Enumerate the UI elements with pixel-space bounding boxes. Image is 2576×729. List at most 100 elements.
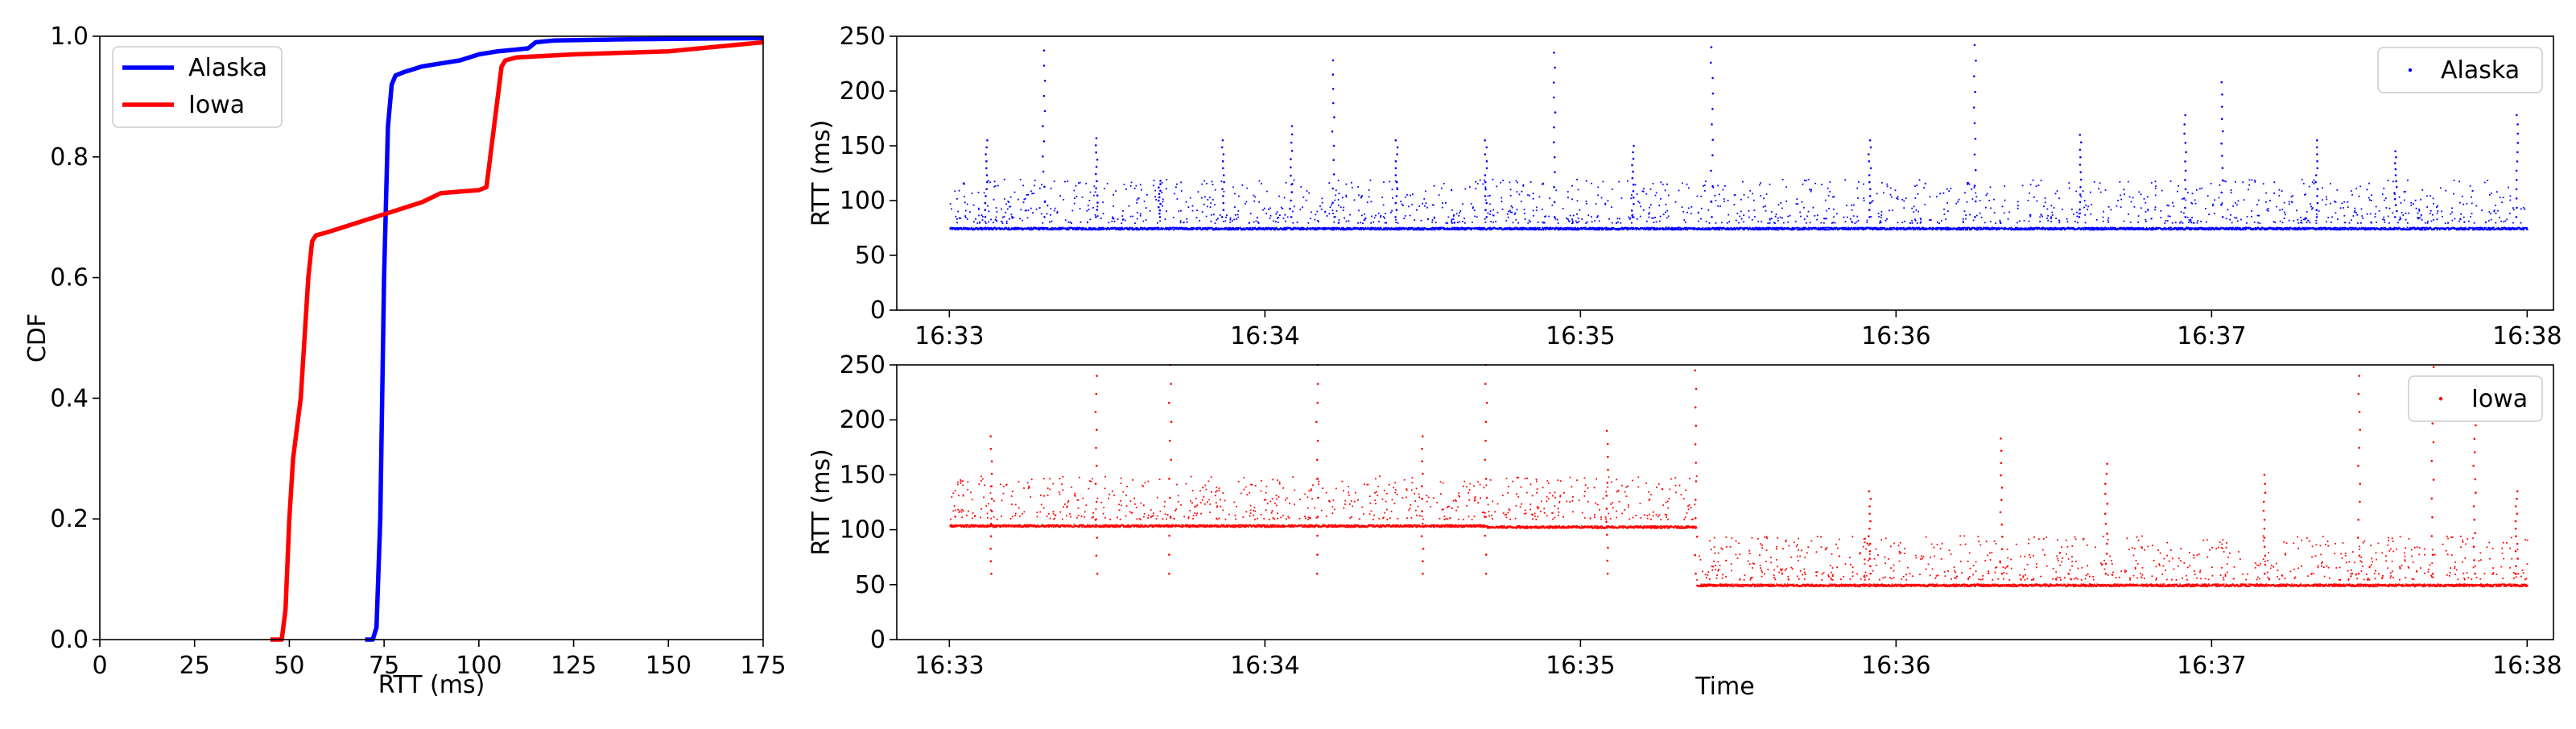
iowa-timeseries-spike-point <box>2515 565 2517 568</box>
alaska-timeseries-x-tick-label: 16:36 <box>1861 322 1930 350</box>
iowa-timeseries-spike-point <box>1607 455 1609 458</box>
alaska-timeseries-spike-point <box>1290 166 1292 169</box>
alaska-timeseries-spike-point <box>1159 180 1162 182</box>
alaska-timeseries-spike-point <box>1096 209 1099 211</box>
iowa-timeseries-spike-point <box>2431 572 2434 575</box>
iowa-timeseries-spike-point <box>1605 495 1608 497</box>
iowa-timeseries-y-tick-label: 250 <box>840 351 886 379</box>
iowa-timeseries-spike-point <box>2106 462 2108 466</box>
alaska-timeseries-spike-point <box>2393 197 2396 201</box>
alaska-timeseries-spike-point <box>2393 216 2396 218</box>
iowa-timeseries-spike-point <box>1484 383 1487 385</box>
alaska-timeseries-spike-point <box>2220 191 2223 194</box>
iowa-timeseries-spike-point <box>1420 485 1423 487</box>
iowa-timeseries-spike-point <box>1607 546 1609 549</box>
alaska-timeseries-spike-point <box>1869 188 1872 191</box>
alaska-timeseries-spike-point <box>1554 111 1557 114</box>
alaska-timeseries-spike-point <box>1221 188 1224 191</box>
alaska-timeseries-spike-point <box>1632 170 1634 173</box>
iowa-timeseries-spike <box>989 435 993 575</box>
iowa-timeseries-spike-point <box>989 560 993 562</box>
iowa-timeseries-spike-point <box>990 460 993 462</box>
iowa-timeseries-spike-point <box>2514 550 2517 553</box>
iowa-timeseries-spike-point <box>2000 572 2004 575</box>
iowa-timeseries-spike-point <box>989 435 992 437</box>
alaska-timeseries-spike-point <box>1290 199 1292 202</box>
cdf-y-axis-label: CDF <box>23 313 52 362</box>
iowa-timeseries-spike-point <box>1484 458 1486 462</box>
iowa-timeseries-spike-point <box>1316 553 1319 556</box>
iowa-timeseries-spike-point <box>2430 460 2434 462</box>
alaska-timeseries-spike-point <box>1220 216 1224 218</box>
alaska-timeseries-spike-point <box>2516 151 2519 154</box>
alaska-timeseries-spike-point <box>1632 157 1635 160</box>
alaska-timeseries-spike-point <box>1869 146 1872 149</box>
alaska-timeseries-spike-point <box>2183 123 2186 126</box>
alaska-timeseries-spike-point <box>2185 151 2187 154</box>
cdf-chart: 0 25 50 75 100 125 150 175 0.0 0.2 0.4 0.6 0.8 1.0 RTT… <box>23 23 786 699</box>
alaska-timeseries-spike-point <box>1974 200 1977 203</box>
iowa-timeseries-spike-point <box>1606 572 1609 575</box>
iowa-timeseries-spike <box>1999 437 2004 575</box>
iowa-timeseries-spike-point <box>1695 536 1699 538</box>
iowa-timeseries-spike-point <box>2474 532 2476 535</box>
iowa-timeseries-spike-point <box>1484 572 1488 575</box>
alaska-timeseries-spike-point <box>1042 125 1044 127</box>
alaska-timeseries-spike-point <box>1396 153 1398 155</box>
iowa-timeseries-spike-point <box>1096 464 1098 467</box>
alaska-timeseries-spike <box>1710 46 1715 218</box>
iowa-timeseries-spike-point <box>1605 429 1608 433</box>
iowa-timeseries-spike <box>1694 369 1699 575</box>
iowa-timeseries-spike-point <box>2432 441 2435 444</box>
iowa-timeseries-spike-point <box>990 497 993 500</box>
iowa-timeseries-spike-point <box>2516 490 2519 493</box>
alaska-timeseries-spike-point <box>1711 108 1714 110</box>
alaska-timeseries: 16:33 16:34 16:35 16:36 16:37 16:38 0 50 100 150 2… <box>807 23 2562 350</box>
iowa-timeseries-spike-point <box>2473 518 2475 521</box>
alaska-timeseries-spike-point <box>2079 208 2081 211</box>
alaska-timeseries-spike-point <box>1631 164 1633 167</box>
cdf-y-tick-label: 0.8 <box>50 143 89 172</box>
alaska-timeseries-spike-point <box>1711 184 1714 188</box>
alaska-timeseries-spike-point <box>1290 133 1294 136</box>
alaska-timeseries-spike-point <box>1042 94 1046 97</box>
alaska-timeseries-spike-point <box>1396 188 1399 191</box>
alaska-timeseries-spike-point <box>2394 168 2397 171</box>
iowa-timeseries-spike-point <box>2516 557 2519 560</box>
alaska-timeseries-spike <box>1042 49 1046 218</box>
alaska-timeseries-x-tick-label: 16:37 <box>2177 322 2246 350</box>
iowa-timeseries-spike-point <box>1316 534 1319 537</box>
iowa-timeseries-spike-point <box>2358 554 2361 557</box>
iowa-timeseries-y-tick-label: 0 <box>870 626 886 654</box>
iowa-timeseries-spike-point <box>1095 392 1098 396</box>
alaska-timeseries-spike-point <box>2516 114 2518 117</box>
alaska-timeseries-spike-point <box>1710 61 1712 64</box>
alaska-timeseries-spike-point <box>1158 193 1161 196</box>
iowa-timeseries-spike-point <box>2264 563 2267 566</box>
iowa-timeseries-spike-point <box>1869 565 1872 568</box>
iowa-timeseries-spike-point <box>2106 532 2108 535</box>
alaska-timeseries-spike <box>2220 81 2224 218</box>
alaska-timeseries-spike-point <box>1632 197 1635 199</box>
cdf-y-tick-label: 0.4 <box>50 384 89 412</box>
alaska-timeseries-spike-point <box>2222 130 2224 133</box>
alaska-timeseries-spike-point <box>1290 150 1294 152</box>
alaska-timeseries-spike <box>2182 114 2187 218</box>
iowa-timeseries-spike-point <box>2514 528 2517 530</box>
alaska-timeseries-spike-point <box>1484 139 1486 142</box>
alaska-timeseries-spike-point <box>1711 77 1714 80</box>
alaska-timeseries-spike-point <box>2184 169 2187 172</box>
alaska-timeseries-spike-point <box>984 201 987 205</box>
cdf-x-tick-label: 175 <box>740 652 786 680</box>
iowa-timeseries-spike-point <box>2357 464 2359 467</box>
iowa-timeseries-spike-point <box>2264 483 2266 485</box>
alaska-timeseries-spike-point <box>1331 130 1334 133</box>
iowa-timeseries-spike-point <box>2000 474 2002 477</box>
iowa-timeseries-spike-point <box>2472 464 2475 467</box>
alaska-timeseries-spike-point <box>1554 171 1556 174</box>
alaska-timeseries-spike-point <box>1290 141 1293 144</box>
cdf-x-tick-label: 150 <box>646 652 691 680</box>
alaska-timeseries-spike-point <box>1290 125 1294 127</box>
iowa-timeseries-spike-point <box>1606 559 1608 562</box>
alaska-timeseries-spike-point <box>2221 155 2223 157</box>
